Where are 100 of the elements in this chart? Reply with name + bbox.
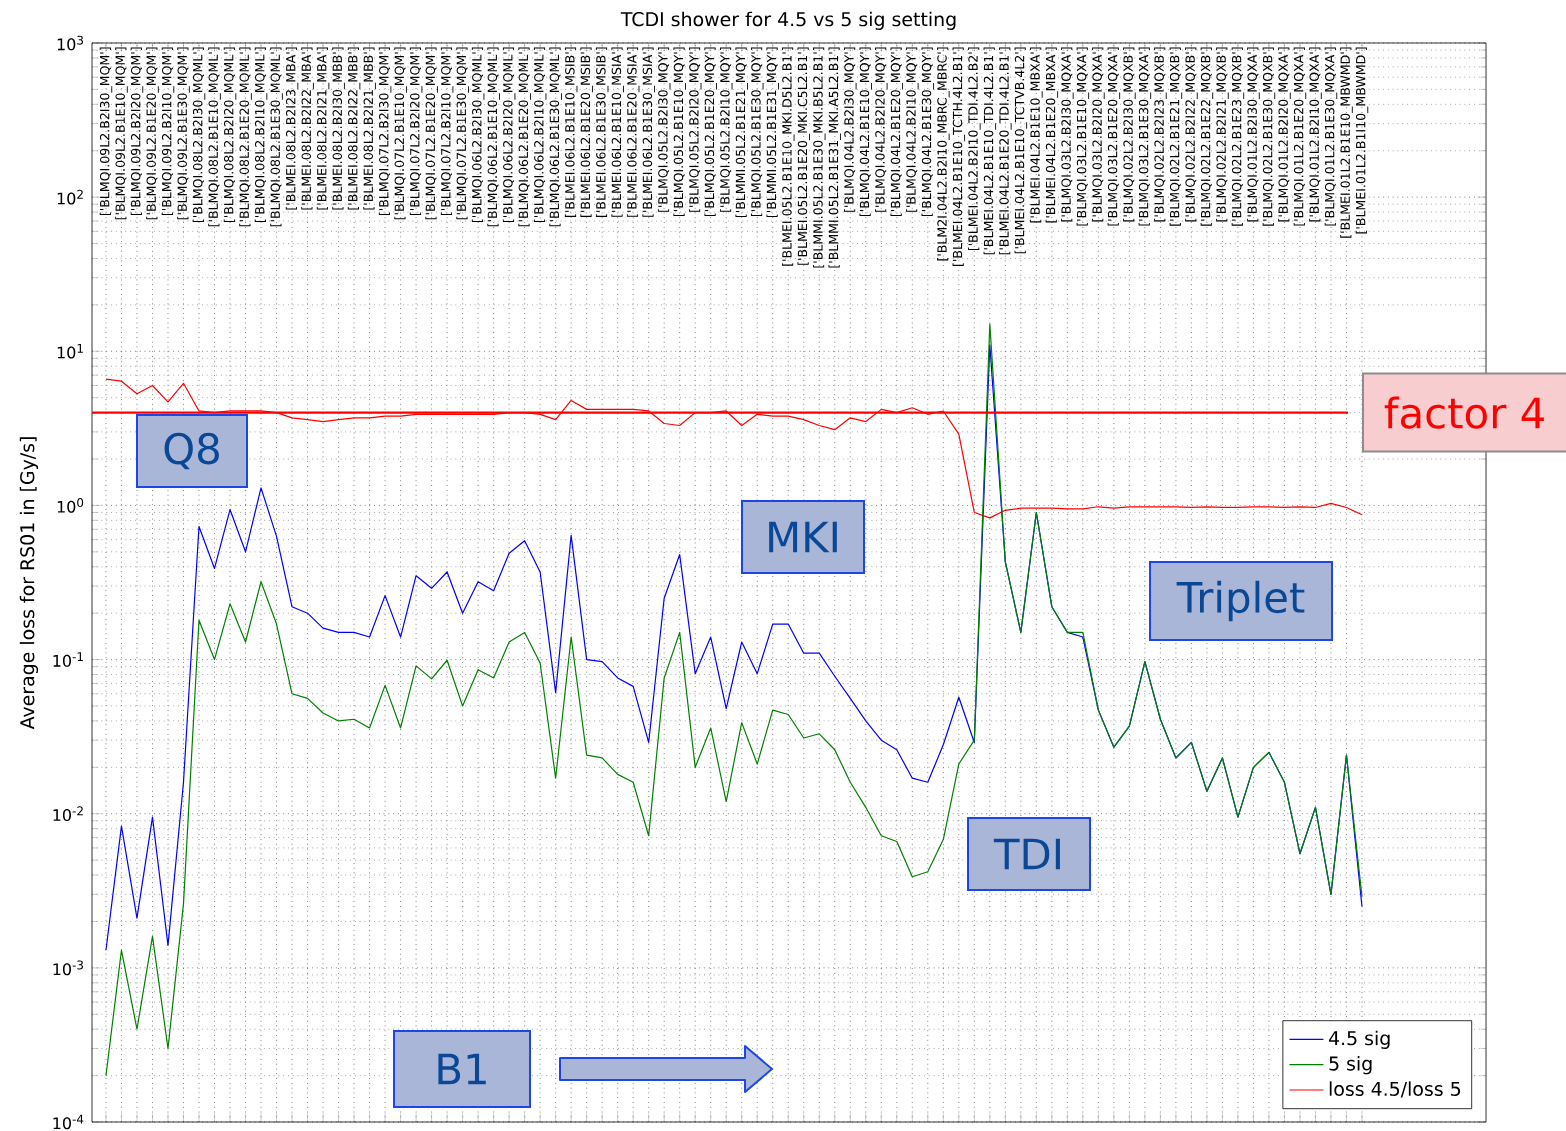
- x-tick-label: ['BLMMI.05L2.B1E21_MQY']: [735, 47, 748, 218]
- x-tick-label: ['BLMQI.09L2.B1E10_MQM']: [115, 47, 128, 220]
- x-tick-label: ['BLMMI.05L2.B1E30_MKI.B5L2.B1']: [813, 47, 826, 268]
- x-tick-label: ['BLMQI.04L2.B1E10_MQY']: [859, 47, 873, 217]
- x-tick-label: ['BLMQI.04L2.B2I10_MQY']: [906, 47, 919, 212]
- x-tick-label: ['BLMQI.07L2.B1E10_MQM']: [394, 47, 407, 220]
- x-tick-label: ['BLMQI.05L2.B2I10_MQY']: [719, 47, 733, 212]
- x-tick-label: ['BLMQI.04L2.B1E30_MQY']: [921, 47, 935, 217]
- legend-label: 4.5 sig: [1328, 1030, 1390, 1049]
- x-tick-label: ['BLMEI.06L2.B1E30_MSIA']: [642, 47, 655, 217]
- x-tick-label: ['BLMQI.08L2.B1E10_MQML']: [208, 47, 221, 227]
- x-tick-label: ['BLMQI.02L2.B1E30_MQXB']: [1262, 47, 1276, 226]
- y-tick-label: 10$^{-2}$: [53, 806, 83, 822]
- x-tick-label: ['BLMQI.01L2.B2I20_MQXA']: [1278, 47, 1291, 222]
- x-tick-label: ['BLMQI.02L2.B1E23_MQXB']: [1231, 47, 1245, 226]
- x-tick-label: ['BLMQI.06L2.B2I30_MQML']: [471, 47, 485, 223]
- x-tick-label: ['BLM2I.04L2.B2I10_MBRC_MBRC']: [937, 47, 950, 261]
- x-tick-label: ['BLMQI.05L2.B1E10_MQY']: [673, 47, 686, 217]
- x-tick-label: ['BLMQI.04L2.B2I30_MQY']: [844, 47, 857, 212]
- y-tick-label: 10$^{3}$: [57, 35, 84, 51]
- x-tick-label: ['BLMQI.01L2.B1E20_MQXA']: [1293, 47, 1307, 226]
- x-tick-label: ['BLMQI.09L2.B1E30_MQM']: [177, 47, 190, 220]
- annotation: TDI: [993, 838, 1060, 870]
- annotation: MKI: [769, 521, 837, 553]
- x-tick-label: ['BLMEI.04L2.B1E20_MBXA']: [1045, 47, 1059, 223]
- x-tick-label: ['BLMQI.07L2.B1E20_MQM']: [425, 47, 438, 220]
- x-tick-label: ['BLMEI.08L2.B2I21_MBA']: [316, 47, 330, 210]
- x-tick-label: ['BLMEI.06L2.B1E10_MSIA']: [611, 47, 624, 217]
- x-tick-label: ['BLMQI.01L2.B2I30_MQXA']: [1247, 47, 1260, 222]
- x-tick-label: ['BLMEI.08L2.B2I30_MBB']: [332, 47, 345, 210]
- x-tick-label: ['BLMEI.04L2.B1E20_TDI.4L2.B1']: [999, 47, 1012, 255]
- x-tick-label: ['BLMEI.08L2.B2I23_MBA']: [285, 47, 299, 210]
- annotation: Q8: [164, 432, 219, 470]
- y-tick-label: 10$^{-1}$: [53, 652, 83, 667]
- annotation: B1: [438, 1053, 486, 1085]
- x-tick-label: ['BLMQI.03L2.B2I20_MQXA']: [1092, 47, 1105, 222]
- x-tick-label: ['BLMQI.06L2.B1E30_MQML']: [549, 47, 562, 227]
- x-tick-label: ['BLMQI.07L2.B2I10_MQM']: [440, 47, 454, 216]
- x-tick-label: ['BLMQI.02L2.B1E22_MQXB']: [1200, 47, 1214, 226]
- x-tick-label: ['BLMQI.09L2.B2I20_MQM']: [130, 47, 144, 216]
- x-tick-label: ['BLMEI.04L2.B1E10_TCTVB.4L2']: [1014, 47, 1028, 254]
- x-tick-label: ['BLMEI.01L2.B1I10_MBWMD']: [1355, 47, 1369, 234]
- x-tick-label: ['BLMQI.08L2.B2I10_MQML']: [254, 47, 268, 223]
- x-tick-label: ['BLMQI.03L2.B1E10_MQXA']: [1076, 47, 1090, 226]
- x-tick-label: ['BLMEI.06L2.B1E20_MSIB']: [580, 47, 593, 217]
- y-tick-label: 10$^{0}$: [57, 498, 84, 513]
- x-tick-label: ['BLMQI.05L2.B2I20_MQY']: [688, 47, 702, 212]
- ref-line-label: factor 4: [1384, 396, 1544, 429]
- annotation: Triplet: [1176, 580, 1305, 622]
- x-tick-label: ['BLMQI.06L2.B1E20_MQML']: [518, 47, 531, 227]
- x-tick-label: ['BLMQI.02L2.B1E21_MQXB']: [1169, 47, 1183, 226]
- legend-label: loss 4.5/loss 5: [1329, 1081, 1461, 1098]
- x-tick-label: ['BLMQI.07L2.B2I30_MQM']: [378, 47, 392, 216]
- x-tick-label: ['BLMQI.02L2.B2I30_MQXB']: [1123, 47, 1136, 222]
- x-tick-label: ['BLMQI.06L2.B2I10_MQML']: [533, 47, 547, 223]
- x-tick-label: ['BLMQI.04L2.B2I20_MQY']: [875, 47, 888, 212]
- y-tick-label: 10$^{2}$: [57, 189, 83, 205]
- x-tick-label: ['BLMEI.08L2.B2I22_MBA']: [301, 47, 314, 210]
- x-tick-label: ['BLMEI.06L2.B1E30_MSIB']: [595, 47, 609, 217]
- x-tick-label: ['BLMEI.04L2.B1E10_TDI.4L2.B1']: [983, 47, 997, 255]
- x-tick-label: ['BLMQI.06L2.B2I20_MQML']: [502, 47, 516, 223]
- x-tick-label: ['BLMQI.08L2.B1E30_MQML']: [270, 47, 283, 227]
- x-tick-label: ['BLMEI.04L2.B1E10_MBXA']: [1030, 47, 1043, 223]
- x-tick-label: ['BLMMI.05L2.B1E31_MQY']: [766, 47, 779, 218]
- x-tick-label: ['BLMEI.01L2.B1E10_MBWMD']: [1340, 47, 1353, 238]
- x-tick-label: ['BLMQI.07L2.B2I20_MQM']: [409, 47, 423, 216]
- x-tick-label: ['BLMQI.09L2.B1E20_MQM']: [146, 47, 159, 220]
- y-tick-label: 10$^{1}$: [57, 344, 83, 359]
- x-tick-label: ['BLMQI.03L2.B1E30_MQXA']: [1138, 47, 1152, 226]
- x-tick-label: ['BLMQI.05L2.B1E30_MQY']: [750, 47, 764, 217]
- x-tick-label: ['BLMEI.04L2.B2I10_TDI.4L2.B2']: [968, 47, 981, 251]
- x-tick-label: ['BLMMI.05L2.B1E31_MKI.A5L2.B1']: [828, 47, 842, 268]
- x-tick-label: ['BLMEI.05L2.B1E10_MKI.D5L2.B1']: [781, 47, 795, 266]
- x-tick-label: ['BLMEI.05L2.B1E20_MKI.C5L2.B1']: [797, 47, 810, 265]
- x-tick-label: ['BLMQI.02L2.B2I23_MQXB']: [1154, 47, 1167, 222]
- x-tick-label: ['BLMQI.08L2.B2I30_MQML']: [192, 47, 206, 223]
- x-tick-label: ['BLMQI.01L2.B1E30_MQXA']: [1324, 47, 1338, 226]
- x-tick-label: ['BLMQI.09L2.B2I10_MQM']: [161, 47, 175, 216]
- x-tick-label: ['BLMQI.03L2.B2I30_MQXA']: [1061, 47, 1074, 222]
- x-tick-label: ['BLMQI.09L2.B2I30_MQM']: [99, 47, 113, 216]
- legend-label: 5 sig: [1329, 1056, 1372, 1075]
- y-tick-label: 10$^{-4}$: [53, 1114, 84, 1130]
- x-tick-label: ['BLMQI.05L2.B2I30_MQY']: [657, 47, 671, 212]
- x-tick-label: ['BLMQI.06L2.B1E10_MQML']: [487, 47, 500, 227]
- chart-title: TCDI shower for 4.5 vs 5 sig setting: [620, 11, 956, 30]
- x-tick-label: ['BLMQI.02L2.B2I22_MQXB']: [1185, 47, 1198, 222]
- x-tick-label: ['BLMQI.08L2.B2I20_MQML']: [223, 47, 237, 223]
- x-tick-label: ['BLMQI.01L2.B2I10_MQXA']: [1309, 47, 1322, 222]
- x-tick-label: ['BLMEI.08L2.B2I21_MBB']: [363, 47, 376, 210]
- x-tick-label: ['BLMQI.07L2.B1E30_MQM']: [456, 47, 469, 220]
- x-tick-label: ['BLMQI.04L2.B1E20_MQY']: [890, 47, 904, 217]
- x-tick-label: ['BLMEI.06L2.B1E10_MSIB']: [564, 47, 578, 217]
- x-tick-label: ['BLMQI.03L2.B1E20_MQXA']: [1107, 47, 1121, 226]
- x-tick-label: ['BLMEI.06L2.B1E20_MSIA']: [626, 47, 640, 217]
- x-tick-label: ['BLMQI.02L2.B2I21_MQXB']: [1216, 47, 1229, 222]
- x-tick-label: ['BLMEI.08L2.B2I22_MBB']: [347, 47, 361, 210]
- x-tick-label: ['BLMEI.04L2.B1E10_TCTH.4L2.B1']: [952, 47, 966, 266]
- y-axis-title: Average loss for RS01 in [Gy/s]: [19, 437, 39, 730]
- x-tick-label: ['BLMQI.05L2.B1E20_MQY']: [704, 47, 717, 217]
- y-tick-label: 10$^{-3}$: [53, 960, 84, 976]
